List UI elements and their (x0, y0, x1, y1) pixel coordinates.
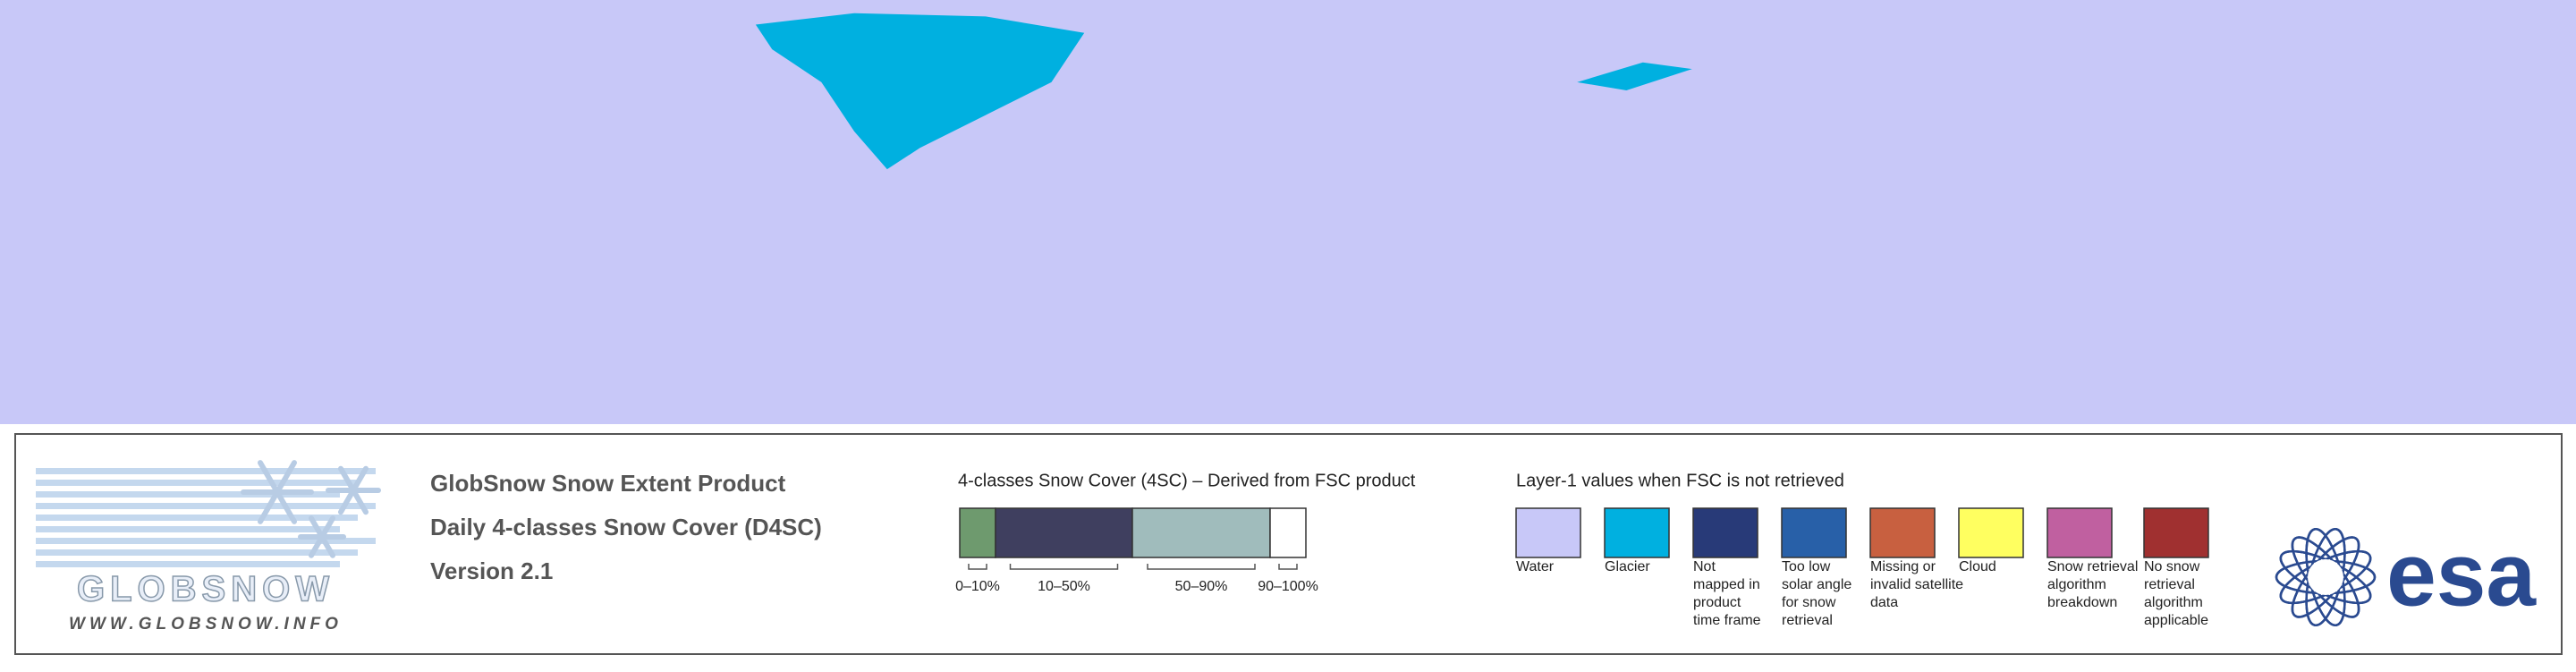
layer1-swatch (1958, 507, 2024, 558)
layer1-label: Missing or (1870, 559, 1936, 574)
class-label: 0–10% (955, 579, 1000, 594)
glacier (1577, 62, 1692, 91)
layer1-swatch (1515, 507, 1581, 558)
snowflake-arm (275, 460, 297, 495)
snowflake-arm (258, 460, 280, 495)
esa-logo: esa (2386, 524, 2537, 625)
class-label: 50–90% (1175, 579, 1228, 594)
snowflake-arm (275, 489, 297, 524)
glacier (755, 13, 1085, 170)
product-line: GlobSnow Snow Extent Product (430, 470, 786, 497)
layer1-label: retrieval (2144, 577, 2195, 592)
logo-url: WWW.GLOBSNOW.INFO (69, 615, 343, 634)
snowflake-arm (309, 534, 325, 558)
legend-4sc-title: 4-classes Snow Cover (4SC) – Derived fro… (958, 471, 1416, 490)
logo-stripe (36, 526, 340, 532)
layer1-label: Glacier (1605, 559, 1650, 574)
greenland (755, 13, 1692, 170)
layer1-label: No snow (2144, 559, 2200, 574)
layer1-swatch (1692, 507, 1758, 558)
class-swatch (1269, 507, 1307, 558)
layer1-label: applicable (2144, 613, 2208, 628)
logo-stripe (36, 561, 340, 567)
layer1-label: retrieval (1782, 613, 1833, 628)
layer1-label: algorithm (2047, 577, 2106, 592)
layer1-label: data (1870, 595, 1898, 610)
esa-emblem-core (2308, 559, 2343, 595)
logo-name: GLOBSNOW (77, 570, 335, 609)
logo-stripe (36, 515, 358, 521)
layer1-swatch (1869, 507, 1936, 558)
logo-stripe (36, 503, 376, 509)
class-bracket (1009, 564, 1119, 570)
layer1-label: Water (1516, 559, 1555, 574)
layer1-swatch (2143, 507, 2209, 558)
layer1-label: Cloud (1959, 559, 1996, 574)
class-swatch (995, 507, 1133, 558)
layer1-label: Not (1693, 559, 1716, 574)
logo-stripe (36, 549, 358, 556)
class-swatch (959, 507, 996, 558)
legend-layer1-title: Layer-1 values when FSC is not retrieved (1516, 471, 1844, 490)
class-bracket (968, 564, 987, 570)
class-label: 10–50% (1038, 579, 1090, 594)
layer1-label: invalid satellite (1870, 577, 1963, 592)
layer1-label: mapped in (1693, 577, 1760, 592)
class-bracket (1147, 564, 1256, 570)
logo-stripe (36, 480, 358, 486)
class-swatch (1131, 507, 1271, 558)
snowflake-arm (309, 515, 325, 540)
layer1-label: time frame (1693, 613, 1761, 628)
layer1-label: Too low (1782, 559, 1831, 574)
snowflake-arm (319, 515, 335, 540)
class-label: 90–100% (1258, 579, 1318, 594)
layer1-swatch (1604, 507, 1670, 558)
product-line: Version 2.1 (430, 557, 553, 584)
layer1-swatch (2046, 507, 2113, 558)
layer1-swatch (1781, 507, 1847, 558)
product-line: Daily 4-classes Snow Cover (D4SC) (430, 514, 822, 540)
snowflake-arm (351, 465, 369, 493)
snowflake-arm (338, 488, 356, 515)
layer1-label: algorithm (2144, 595, 2203, 610)
logo-stripe (36, 468, 376, 474)
layer1-label: product (1693, 595, 1741, 610)
layer1-label: Snow retrieval (2047, 559, 2138, 574)
logo-stripe (36, 491, 340, 498)
logo-stripe (36, 538, 376, 544)
layer1-label: for snow (1782, 595, 1836, 610)
snowflake-arm (258, 489, 280, 524)
layer1-label: breakdown (2047, 595, 2117, 610)
globsnow-logo (36, 460, 381, 567)
snowflake-arm (319, 534, 335, 558)
layer1-label: solar angle (1782, 577, 1852, 592)
snowflake-arm (338, 465, 356, 493)
map-water (0, 0, 2576, 424)
snowflake-arm (351, 488, 369, 515)
class-bracket (1278, 564, 1298, 570)
